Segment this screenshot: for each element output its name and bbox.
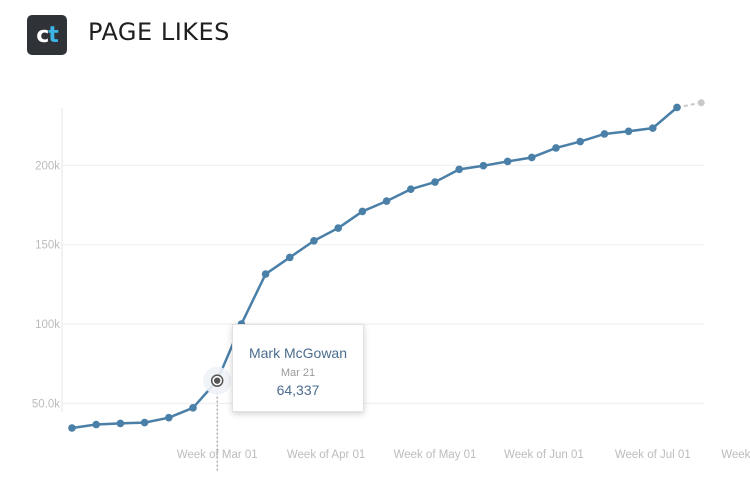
data-point [261,270,270,278]
data-point [431,178,439,186]
x-tick-label: Week of Aug 01 [721,449,750,461]
tooltip-date: Mar 21 [280,367,316,379]
y-tick-label: 150k [35,240,60,252]
data-point [552,144,560,152]
x-tick-label: Week of May 01 [394,449,477,461]
logo-t: t [48,22,58,48]
data-point [92,420,100,429]
data-point [649,124,657,132]
data-point [189,404,197,412]
projected-point [697,99,705,107]
data-point [479,161,488,170]
data-point [358,207,367,216]
data-point [576,137,584,146]
data-point [528,153,536,162]
page-title: PAGE LIKES [88,18,230,46]
y-tick-label: 100k [35,319,60,331]
data-point [382,197,391,205]
data-point [68,424,76,432]
x-tick-label: Week of Mar 01 [177,449,258,461]
tooltip-value: 64,337 [276,382,320,398]
data-point [165,413,173,422]
data-point [455,165,464,174]
data-point [310,236,318,245]
data-point [624,127,633,136]
y-tick-label: 200k [35,160,60,172]
x-tick-label: Week of Apr 01 [287,449,365,461]
data-point [503,157,512,166]
data-point [673,103,681,112]
data-tooltip: Mark McGowan Mar 21 64,337 [232,324,364,412]
data-point [600,130,609,138]
x-tick-label: Week of Jul 01 [615,449,691,461]
data-point [286,253,294,262]
series-line [71,106,678,430]
x-tick-label: Week of Jun 01 [504,449,584,461]
data-point [140,418,149,427]
data-point [407,185,415,193]
logo-c: c [36,22,49,48]
tooltip-series-name: Mark McGowan [248,345,348,361]
data-point [116,419,125,428]
highlight-point [214,377,221,384]
data-point [334,224,343,232]
y-tick-label: 50.0k [32,398,60,410]
